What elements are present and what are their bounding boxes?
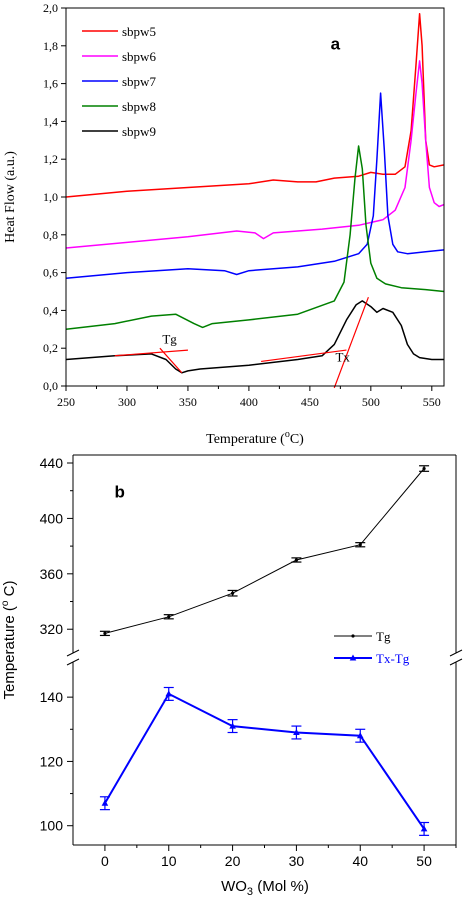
chart-b: 0 10 20 30 40 50 320 360 400 440 100 120 140 Tg Tx-Tg… [0, 454, 463, 898]
axis-break-mark-right [449, 649, 463, 657]
data-point-Tx-Tg [293, 729, 300, 735]
y-tick-label: 100 [40, 818, 64, 834]
y-tick-label: 0,6 [43, 266, 58, 280]
y-tick-label: 400 [40, 510, 64, 526]
tangent-line [114, 349, 188, 357]
x-tick-label: 10 [161, 853, 177, 869]
x-tick-label: 250 [57, 395, 75, 409]
series-line-sbpw6 [65, 60, 445, 249]
data-point-Tx-Tg [356, 732, 364, 739]
x-tick-label: 0 [101, 853, 109, 869]
y-tick-label: 2,0 [43, 1, 58, 15]
series-line-sbpw7 [65, 92, 445, 280]
data-point-Tx-Tg [229, 722, 236, 729]
x-tick-label: 550 [423, 395, 441, 409]
annotation-tx: Tx [335, 349, 350, 364]
legend-marker-Tg [351, 634, 355, 638]
y-tick-label: 1,8 [43, 39, 58, 53]
legend-label-sbpw5: sbpw5 [122, 24, 156, 39]
y-tick-label: 1,2 [43, 152, 58, 166]
series-line-sbpw5 [65, 12, 445, 198]
legend-label-Tg: Tg [376, 629, 391, 644]
x-tick-label: 350 [179, 395, 197, 409]
data-point-Tg [167, 615, 171, 619]
x-tick-label: 40 [352, 853, 368, 869]
data-point-Tx-Tg [165, 690, 173, 697]
y-tick-label: 0,4 [43, 303, 58, 317]
x-axis-label-a: Temperature (oC) [206, 429, 304, 447]
series-line-sbpw8 [65, 145, 445, 331]
chart-a: 250 300 350 400 450 500 550 0,0 0,2 0,4 0,6 0,8 1,0 1… [3, 1, 445, 447]
series-line-Tx-Tg [104, 692, 425, 830]
y-axis-label-b: Temperature (o C) [0, 581, 18, 700]
tangent-line [261, 349, 347, 363]
x-tick-label: 50 [416, 853, 432, 869]
legend-label-sbpw9: sbpw9 [122, 124, 156, 139]
axis-break-mark-left [66, 649, 80, 657]
y-tick-label: 0,8 [43, 228, 58, 242]
data-point-Tg [103, 631, 107, 635]
y-tick-label: 0,2 [43, 341, 58, 355]
x-tick-label: 450 [301, 395, 319, 409]
legend-label-sbpw7: sbpw7 [122, 74, 156, 89]
y-axis-label-a: Heat Flow (a.u.) [3, 151, 18, 243]
x-tick-label: 500 [362, 395, 380, 409]
legend-b: Tg Tx-Tg [334, 629, 410, 666]
y-tick-label: 1,6 [43, 77, 58, 91]
annotation-tg: Tg [162, 331, 177, 346]
x-tick-label: 300 [118, 395, 136, 409]
x-tick-label: 20 [225, 853, 241, 869]
legend-label-Tx-Tg: Tx-Tg [376, 651, 410, 666]
y-tick-label: 1,0 [43, 190, 58, 204]
data-point-Tg [230, 591, 235, 595]
axis-break-mark-left [66, 658, 80, 666]
x-tick-label: 400 [240, 395, 258, 409]
legend-marker-Tx-Tg [349, 654, 357, 661]
panel-label-b: b [114, 483, 124, 502]
tangent-line [159, 347, 183, 374]
y-tick-label: 320 [40, 621, 64, 637]
y-tick-label: 140 [40, 689, 64, 705]
data-point-Tx-Tg [101, 799, 109, 806]
y-tick-label: 440 [40, 455, 64, 471]
data-point-Tg [294, 558, 299, 562]
y-tick-label: 1,4 [43, 114, 58, 128]
axis-break-mark-right [449, 658, 463, 666]
legend-label-sbpw8: sbpw8 [122, 99, 156, 114]
legend-label-sbpw6: sbpw6 [122, 49, 156, 64]
series-line-sbpw9 [65, 300, 444, 374]
series-line-Tg [104, 468, 425, 634]
data-point-Tx-Tg [420, 825, 428, 832]
data-point-Tg [422, 466, 426, 471]
y-tick-label: 360 [40, 566, 64, 582]
x-tick-label: 30 [289, 853, 305, 869]
data-point-Tg [358, 543, 362, 547]
panel-label-a: a [331, 35, 341, 54]
legend-a: sbpw5 sbpw6 sbpw7 sbpw8 sbpw9 [82, 24, 156, 139]
y-tick-label: 120 [40, 753, 64, 769]
y-tick-label: 0,0 [43, 379, 58, 393]
tangent-line [333, 296, 369, 389]
x-axis-label-b: WO3 (Mol %) [221, 878, 309, 898]
